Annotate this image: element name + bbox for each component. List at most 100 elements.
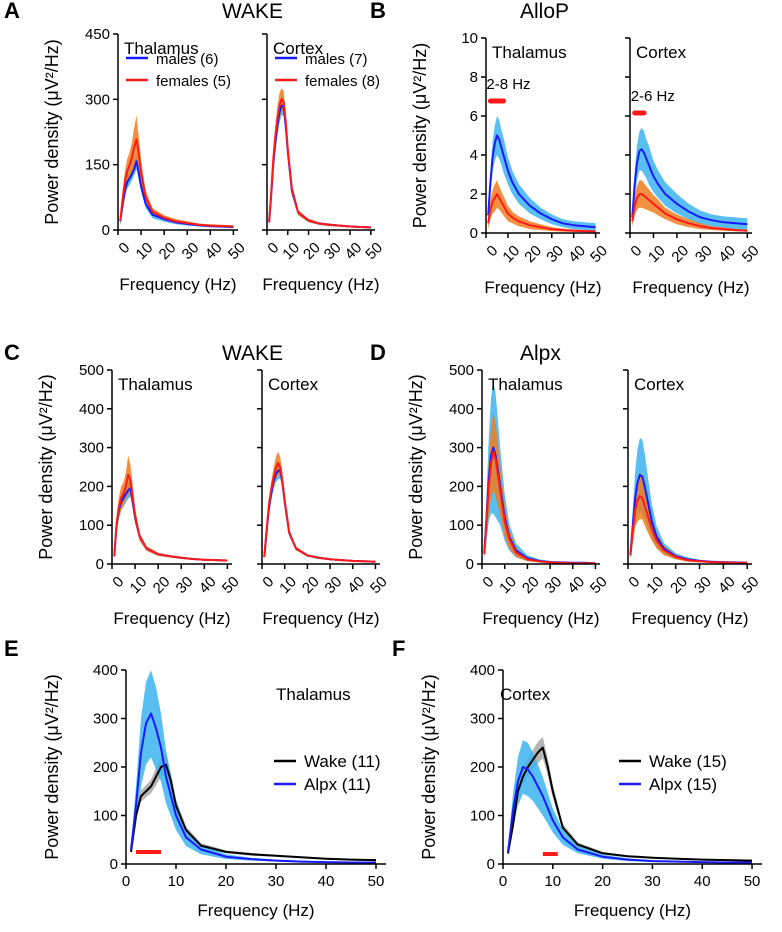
x-tick-label: 50 xyxy=(739,573,763,597)
x-axis-label: Frequency (Hz) xyxy=(262,609,379,628)
series-line xyxy=(483,450,596,565)
y-axis-label: Power density (μV²/Hz) xyxy=(42,39,62,224)
x-tick-label: 0 xyxy=(122,873,130,890)
y-tick-label: 0 xyxy=(96,556,104,573)
x-tick-label: 30 xyxy=(179,239,203,263)
panel-title: WAKE xyxy=(222,0,283,23)
legend-label: Wake (11) xyxy=(304,752,381,771)
x-tick-label: 10 xyxy=(499,242,523,266)
y-tick-label: 500 xyxy=(449,362,474,379)
series-line xyxy=(113,473,228,562)
y-tick-label: 100 xyxy=(470,808,495,825)
panel-letter: D xyxy=(370,340,386,365)
x-tick-label: 10 xyxy=(643,573,667,597)
y-tick-label: 400 xyxy=(470,662,495,679)
y-axis-label: Power density (μV²/Hz) xyxy=(36,374,56,559)
panel-letter: E xyxy=(4,636,19,661)
panel-letter: B xyxy=(370,0,386,23)
panel-letter: F xyxy=(392,636,405,661)
chart-F-cortex: 0 100 200 300 400 0 10 20 30 40 50 Frequency (Hz) Po… xyxy=(419,662,762,920)
x-axis-label: Frequency (Hz) xyxy=(262,275,379,294)
y-tick-label: 300 xyxy=(449,440,474,457)
y-tick-label: 2 xyxy=(470,186,478,203)
x-tick-label: 40 xyxy=(344,573,368,597)
x-tick-label: 40 xyxy=(715,242,739,266)
chart-title: Thalamus xyxy=(124,39,199,58)
x-tick-label: 20 xyxy=(218,873,235,890)
y-tick-label: 100 xyxy=(79,517,104,534)
x-axis-label: Frequency (Hz) xyxy=(119,275,236,294)
legend-label: Alpx (15) xyxy=(649,775,717,794)
x-axis-label: Frequency (Hz) xyxy=(632,278,749,297)
x-tick-label: 50 xyxy=(362,239,386,263)
y-tick-label: 400 xyxy=(79,401,104,418)
x-tick-label: 10 xyxy=(496,573,520,597)
chart-E-thalamus: 0 100 200 300 400 0 10 20 30 40 50 Frequency (Hz) Po… xyxy=(42,662,386,920)
chart-title: Thalamus xyxy=(118,375,193,394)
series-line xyxy=(487,193,596,233)
chart-title: Cortex xyxy=(273,39,324,58)
x-tick-label: 40 xyxy=(565,242,589,266)
annotation-label: 2-8 Hz xyxy=(486,76,530,93)
series-line xyxy=(487,134,596,229)
x-axis-label: Frequency (Hz) xyxy=(197,901,314,920)
y-tick-label: 200 xyxy=(93,759,118,776)
y-axis-label: Power density (μV²/Hz) xyxy=(419,674,439,859)
x-tick-label: 20 xyxy=(156,239,180,263)
x-axis-label: Frequency (Hz) xyxy=(484,278,601,297)
series-line xyxy=(263,462,376,563)
x-tick-label: 50 xyxy=(368,873,385,890)
y-tick-label: 8 xyxy=(470,69,478,86)
sem-band xyxy=(484,412,596,564)
y-tick-label: 200 xyxy=(470,759,495,776)
series-line xyxy=(507,746,753,862)
y-tick-label: 400 xyxy=(449,401,474,418)
x-tick-label: 10 xyxy=(133,239,157,263)
series-line xyxy=(629,495,748,564)
chart-D-cortex: 0 10 20 30 40 50 Frequency (Hz) Cortex xyxy=(623,369,763,628)
series-line xyxy=(507,766,752,864)
chart-title: Thalamus xyxy=(488,375,563,394)
legend-label: Wake (15) xyxy=(649,752,727,771)
chart-title: Thalamus xyxy=(276,685,351,704)
chart-title: Thalamus xyxy=(492,43,567,62)
y-tick-label: 450 xyxy=(85,26,110,43)
x-axis-label: Frequency (Hz) xyxy=(482,609,599,628)
x-tick-label: 50 xyxy=(367,573,391,597)
sem-band xyxy=(632,127,748,231)
legend-label: males (6) xyxy=(156,51,219,68)
y-tick-label: 0 xyxy=(466,556,474,573)
y-tick-label: 100 xyxy=(93,808,118,825)
x-tick-label: 20 xyxy=(521,242,545,266)
y-tick-label: 100 xyxy=(449,517,474,534)
x-tick-label: 10 xyxy=(276,573,300,597)
panel-title: WAKE xyxy=(222,342,283,365)
x-tick-label: 30 xyxy=(268,873,285,890)
chart-title: Cortex xyxy=(500,685,551,704)
x-tick-label: 0 xyxy=(115,239,133,257)
x-tick-label: 0 xyxy=(264,239,282,257)
x-tick-label: 40 xyxy=(564,573,588,597)
x-tick-label: 0 xyxy=(479,573,497,591)
panel-letter: A xyxy=(4,0,20,23)
x-axis-label: Frequency (Hz) xyxy=(113,609,230,628)
x-tick-label: 40 xyxy=(318,873,335,890)
x-tick-label: 30 xyxy=(542,573,566,597)
panel-title: AlloP xyxy=(520,0,569,23)
x-tick-label: 40 xyxy=(694,873,711,890)
sem-band xyxy=(630,437,748,564)
y-tick-label: 150 xyxy=(85,157,110,174)
series-line xyxy=(130,763,377,862)
x-tick-label: 30 xyxy=(543,242,567,266)
y-axis-label: Power density (μV²/Hz) xyxy=(406,374,426,559)
x-tick-label: 0 xyxy=(499,873,507,890)
sem-band xyxy=(264,451,376,563)
series-line xyxy=(119,138,234,228)
x-tick-label: 30 xyxy=(173,573,197,597)
sem-band xyxy=(484,381,596,564)
x-tick-label: 40 xyxy=(715,573,739,597)
